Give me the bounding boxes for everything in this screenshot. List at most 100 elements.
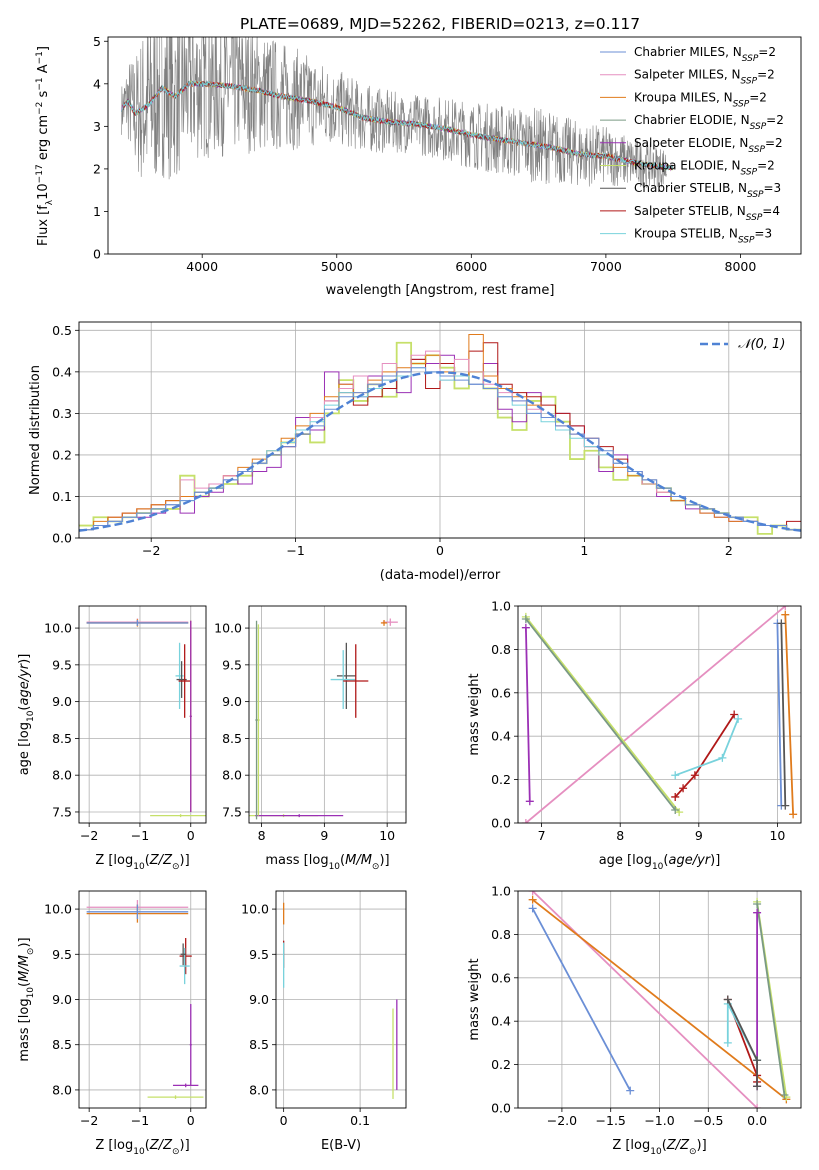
- y-tick-label: 0.5: [52, 323, 72, 338]
- legend-label-chabrier_miles: Chabrier MILES, NSSP=2: [634, 45, 776, 64]
- weight-line-salpeter_elodie: [525, 627, 531, 802]
- legend-label-chabrier_stelib: Chabrier STELIB, NSSP=3: [634, 181, 781, 200]
- x-axis-label: wavelength [Angstrom, rest frame]: [326, 283, 555, 298]
- x-tick-label: 1: [580, 543, 588, 558]
- y-tick-label: 5: [93, 34, 101, 49]
- weight-marker-salpeter_miles: [521, 819, 530, 823]
- panel-residuals: −2 −1 0 1 2 0.0 0.1 0.2 0.3 0.4 0.5 𝒩(0, 1) (data-mo…: [28, 321, 802, 583]
- x-tick-label: 7000: [590, 259, 622, 274]
- weight-marker-kroupa_miles: [789, 810, 798, 819]
- y-tick-label: 8.5: [222, 731, 242, 746]
- axes-frame: [275, 890, 407, 1109]
- axes-frame: [517, 890, 802, 1109]
- x-axis-label: Z [log10(Z/Z⊙)]: [95, 853, 189, 872]
- y-tick-label: 0.3: [52, 406, 72, 421]
- weight-marker-salpeter_miles: [753, 1104, 762, 1108]
- weight-line-chabrier_elodie: [756, 903, 786, 1096]
- x-tick-label: −2: [80, 828, 98, 843]
- x-tick-label: −2: [80, 1113, 98, 1128]
- y-tick-label: 10.0: [44, 902, 72, 917]
- x-tick-label: 7: [538, 828, 546, 843]
- y-axis-label: mass [log10(M/M⊙)]: [17, 937, 36, 1061]
- weight-marker-chabrier_elodie: [780, 1090, 789, 1099]
- plot-area: [79, 333, 801, 535]
- weight-line-salpeter_miles: [531, 891, 758, 1108]
- y-tick-label: 0.2: [491, 772, 511, 787]
- x-tick-label: 9: [320, 828, 328, 843]
- y-tick-label: 0.8: [491, 927, 511, 942]
- axes-frame: [78, 890, 207, 1109]
- y-tick-label: 9.5: [249, 947, 269, 962]
- x-tick-label: 10: [769, 828, 785, 843]
- panel-age-weight: 7 8 9 10 0.0 0.2 0.4 0.6 0.8 1.0 age [log10(age/yr…: [467, 599, 802, 872]
- weight-marker-chabrier_elodie: [671, 805, 680, 814]
- weight-marker-chabrier_stelib: [781, 801, 790, 810]
- y-tick-label: 0.0: [52, 531, 72, 546]
- x-axis-label: mass [log10(M/M⊙)]: [265, 853, 389, 872]
- y-tick-label: 9.5: [222, 657, 242, 672]
- y-tick-label: 10.0: [241, 902, 269, 917]
- weight-line-chabrier_stelib: [780, 623, 787, 806]
- weight-marker-salpeter_miles: [528, 891, 537, 895]
- y-tick-label: 0.4: [491, 1014, 511, 1029]
- x-tick-label: 2: [725, 543, 733, 558]
- x-axis-label: Z [log10(Z/Z⊙)]: [612, 1138, 706, 1157]
- weight-marker-salpeter_miles: [781, 606, 790, 610]
- x-axis-label: E(B-V): [321, 1138, 361, 1153]
- plot-area: [521, 606, 798, 823]
- x-tick-label: 0: [436, 543, 444, 558]
- y-tick-label: 8.0: [249, 1082, 269, 1097]
- panel-z-mass: −2 −1 0 8.0 8.5 9.0 9.5 10.0 Z [log10(Z/Z⊙)] mass…: [17, 890, 207, 1157]
- x-tick-label: 0: [187, 1113, 195, 1128]
- weight-line-kroupa_miles: [532, 898, 787, 1101]
- y-tick-label: 0.4: [52, 364, 72, 379]
- y-tick-label: 8.0: [222, 768, 242, 783]
- y-tick-label: 0.1: [52, 489, 72, 504]
- axes-frame: [78, 605, 207, 824]
- x-tick-label: 8: [616, 828, 624, 843]
- y-tick-label: 0.2: [491, 1057, 511, 1072]
- panel-z-age: −2 −1 0 7.5 8.0 8.5 9.0 9.5 10.0 Z [log10(Z/Z⊙)] a…: [17, 605, 207, 872]
- y-tick-label: 1.0: [491, 884, 511, 899]
- weight-marker-salpeter_stelib: [730, 710, 739, 719]
- y-tick-label: 0.0: [491, 1101, 511, 1116]
- weight-marker-chabrier_stelib: [723, 995, 732, 1004]
- x-tick-label: 0.1: [350, 1113, 370, 1128]
- x-tick-label: 10: [379, 828, 395, 843]
- weight-marker-kroupa_stelib: [723, 1038, 732, 1047]
- y-tick-label: 0.4: [491, 729, 511, 744]
- x-tick-label: −0.5: [693, 1113, 723, 1128]
- legend-label-chabrier_elodie: Chabrier ELODIE, NSSP=2: [634, 113, 784, 132]
- y-tick-label: 8.5: [52, 731, 72, 746]
- x-tick-label: 0.0: [747, 1113, 767, 1128]
- y-tick-label: 9.0: [222, 694, 242, 709]
- x-tick-label: 8000: [725, 259, 757, 274]
- plot-area: [86, 900, 204, 1099]
- y-axis-label: Flux [fλ10−17 erg cm−2 s−1 A−1]: [35, 46, 55, 246]
- normal-curve: [79, 371, 801, 532]
- y-tick-label: 0.0: [491, 816, 511, 831]
- x-tick-label: −1.0: [644, 1113, 674, 1128]
- y-tick-label: 8.5: [52, 1037, 72, 1052]
- y-tick-label: 3: [93, 119, 101, 134]
- weight-line-kroupa_elodie: [525, 616, 680, 813]
- weight-marker-chabrier_miles: [626, 1086, 635, 1095]
- y-axis-label: Normed distribution: [28, 365, 43, 495]
- x-tick-label: 6000: [455, 259, 487, 274]
- x-axis-label: age [log10(age/yr)]: [599, 853, 721, 872]
- plot-area: [282, 902, 398, 1099]
- axes-frame: [517, 605, 802, 824]
- x-tick-label: −1: [131, 1113, 149, 1128]
- x-tick-label: 9: [695, 828, 703, 843]
- y-axis-label: mass weight: [467, 673, 482, 755]
- weight-marker-chabrier_elodie: [521, 615, 530, 624]
- weight-marker-kroupa_miles: [781, 610, 790, 619]
- y-axis-label: age [log10(age/yr)]: [17, 654, 36, 776]
- panel-mass-age: 8 9 10 7.5 8.0 8.5 9.0 9.5 10.0 mass [log10(M/M⊙)…: [214, 605, 407, 872]
- weight-marker-chabrier_elodie: [753, 900, 762, 909]
- x-tick-label: 4000: [186, 259, 218, 274]
- x-axis-label: Z [log10(Z/Z⊙)]: [95, 1138, 189, 1157]
- legend: Chabrier MILES, NSSP=2 Salpeter MILES, NS…: [600, 45, 784, 246]
- y-axis-label: mass weight: [467, 958, 482, 1040]
